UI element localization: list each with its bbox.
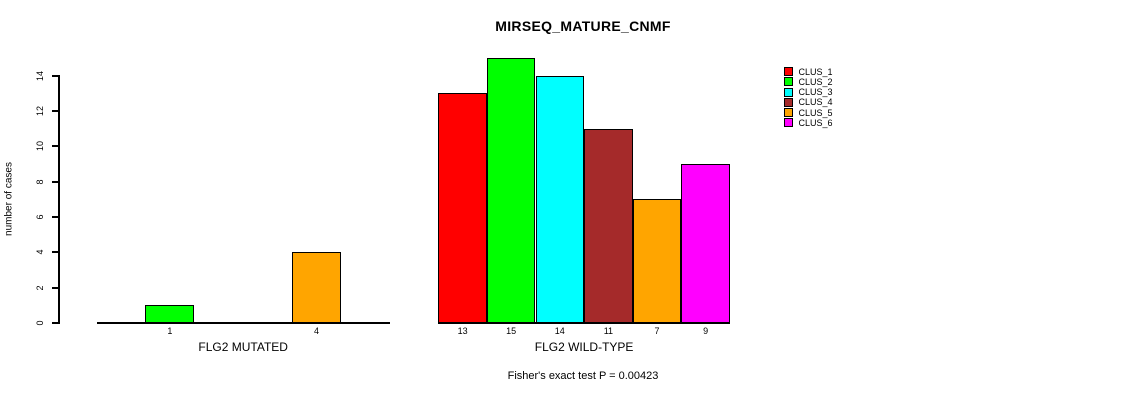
y-tick-label: 4 [35, 249, 45, 255]
bar-clus-5 [292, 252, 341, 323]
bar-clus-2 [486, 58, 536, 323]
y-tick-label: 0 [35, 320, 45, 326]
bar-clus-5 [632, 199, 682, 323]
legend-label: CLUS_5 [798, 107, 833, 118]
legend-swatch [784, 108, 793, 117]
legend-label: CLUS_6 [798, 117, 833, 128]
y-tick-label: 14 [35, 70, 45, 81]
bar-value-label: 1 [167, 326, 173, 336]
legend-swatch [784, 97, 793, 107]
bar-value-label: 9 [703, 326, 709, 336]
y-axis-tick [52, 322, 58, 324]
y-axis-tick [52, 216, 58, 218]
annotation-fisher-test: Fisher's exact test P = 0.00423 [507, 370, 659, 382]
y-axis-tick [52, 286, 58, 289]
y-axis-line [58, 74, 60, 324]
bar-value-label: 11 [603, 326, 614, 336]
x-axis-group-label: FLG2 MUTATED [198, 340, 288, 354]
chart-title: MIRSEQ_MATURE_CNMF [495, 18, 671, 34]
y-tick-label: 2 [35, 285, 45, 291]
y-axis-tick [52, 145, 58, 148]
legend-label: CLUS_1 [798, 66, 833, 77]
bar-value-label: 4 [314, 326, 320, 336]
bar-value-label: 7 [654, 326, 660, 336]
y-tick-label: 6 [35, 214, 45, 220]
y-axis-label: number of cases [3, 162, 15, 236]
y-axis-tick [52, 74, 58, 77]
x-axis-baseline [438, 322, 730, 324]
bar-clus-2 [145, 305, 195, 323]
bar-clus-4 [584, 128, 633, 323]
y-tick-label: 8 [35, 179, 45, 185]
bar-value-label: 13 [457, 326, 468, 336]
legend-label: CLUS_4 [798, 97, 833, 108]
bar-clus-3 [535, 75, 585, 323]
bar-value-label: 14 [554, 326, 565, 336]
legend-label: CLUS_2 [798, 76, 833, 87]
y-axis-tick [52, 251, 58, 254]
bar-value-label: 15 [506, 326, 517, 336]
legend-swatch [784, 77, 793, 87]
legend-swatch [784, 118, 793, 128]
y-axis-tick [52, 180, 58, 183]
x-axis-baseline [96, 322, 390, 324]
legend-swatch [784, 87, 793, 97]
y-tick-label: 10 [35, 141, 45, 152]
bar-clus-6 [681, 164, 730, 323]
legend-label: CLUS_3 [798, 87, 833, 98]
x-axis-group-label: FLG2 WILD-TYPE [534, 340, 634, 354]
bar-clus-1 [438, 93, 487, 323]
legend-swatch [784, 67, 793, 77]
y-axis-tick [52, 110, 58, 113]
y-tick-label: 12 [35, 106, 45, 117]
